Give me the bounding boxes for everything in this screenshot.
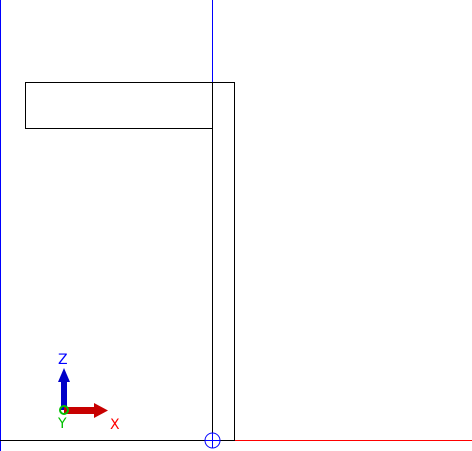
triad-z-arrow bbox=[58, 368, 70, 410]
triad-x-label: X bbox=[110, 417, 120, 433]
origin-circle-icon bbox=[204, 432, 221, 449]
horizontal-arm-shape[interactable] bbox=[25, 82, 235, 129]
triad-y-label: Y bbox=[57, 416, 67, 432]
axis-triad-icon: Z X Y bbox=[57, 352, 120, 433]
triad-y-dot bbox=[59, 405, 69, 415]
triad-z-label: Z bbox=[58, 352, 68, 368]
triad-x-arrow bbox=[64, 403, 108, 418]
vertical-post-shape[interactable] bbox=[212, 82, 235, 441]
